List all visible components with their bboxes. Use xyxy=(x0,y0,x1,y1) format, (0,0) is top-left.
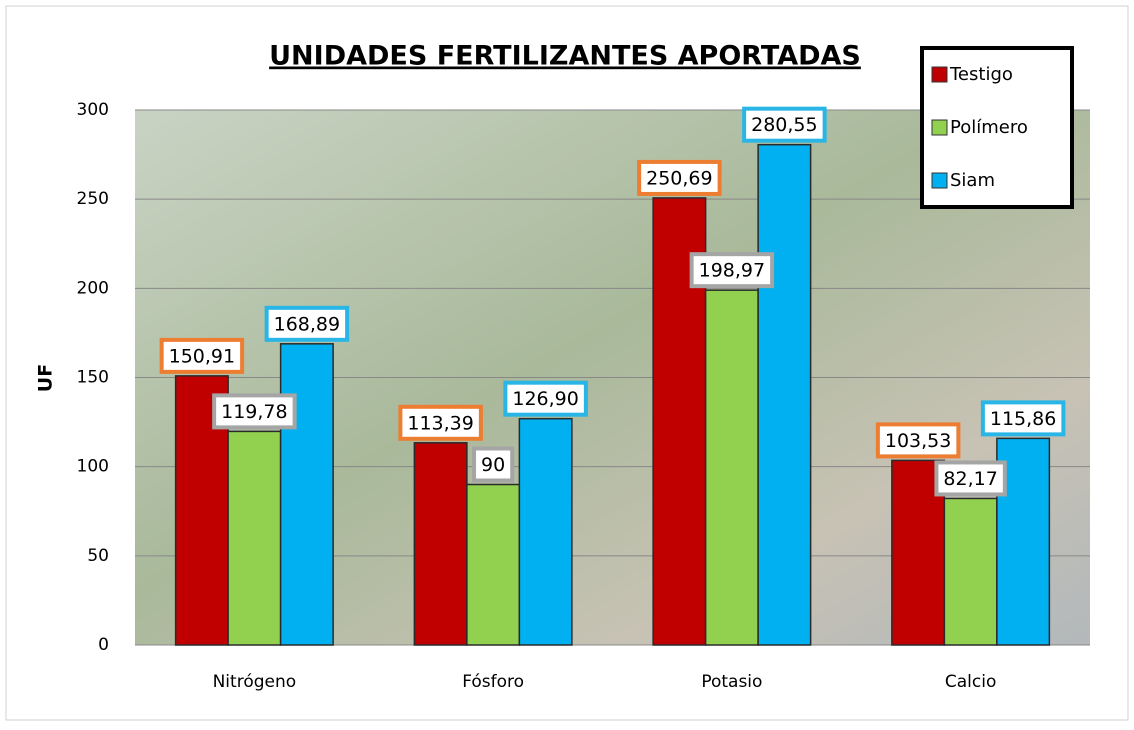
data-label: 280,55 xyxy=(751,114,817,136)
y-tick-label: 0 xyxy=(98,635,109,655)
data-label: 115,86 xyxy=(990,408,1056,430)
legend-swatch xyxy=(932,120,947,135)
page: {"chart_data": {"type": "bar", "title": … xyxy=(0,0,1134,726)
bar xyxy=(519,419,572,645)
x-tick-label: Nitrógeno xyxy=(213,672,297,692)
y-axis-label: UF xyxy=(35,364,57,392)
data-label: 82,17 xyxy=(943,468,997,490)
legend-label: Siam xyxy=(950,170,995,191)
legend-swatch xyxy=(932,67,947,82)
data-label: 126,90 xyxy=(512,388,578,410)
data-label: 198,97 xyxy=(699,260,765,282)
x-tick-label: Calcio xyxy=(945,672,996,692)
bar xyxy=(706,290,759,645)
legend-label: Polímero xyxy=(950,117,1028,138)
data-label: 119,78 xyxy=(221,401,287,423)
y-tick-label: 50 xyxy=(87,546,109,566)
bar xyxy=(414,443,467,645)
x-tick-label: Potasio xyxy=(701,672,762,692)
legend-swatch xyxy=(932,173,947,188)
chart-title: UNIDADES FERTILIZANTES APORTADAS xyxy=(269,41,861,72)
y-tick-label: 200 xyxy=(77,278,109,298)
bar xyxy=(467,485,520,646)
bar xyxy=(228,431,281,645)
x-tick-label: Fósforo xyxy=(462,672,524,692)
bar xyxy=(281,344,334,645)
data-label: 103,53 xyxy=(885,430,951,452)
y-tick-label: 150 xyxy=(77,368,109,388)
y-tick-label: 300 xyxy=(77,100,109,120)
data-label: 150,91 xyxy=(169,345,235,367)
chart: UNIDADES FERTILIZANTES APORTADAS UF 0 50 1… xyxy=(0,0,1134,726)
legend-label: Testigo xyxy=(949,64,1013,85)
data-label: 250,69 xyxy=(646,167,712,189)
bar xyxy=(758,145,811,645)
data-label: 168,89 xyxy=(274,313,340,335)
y-tick-label: 250 xyxy=(77,189,109,209)
data-label: 90 xyxy=(481,454,505,476)
bar xyxy=(944,498,997,645)
y-tick-label: 100 xyxy=(77,457,109,477)
data-label: 113,39 xyxy=(407,412,473,434)
